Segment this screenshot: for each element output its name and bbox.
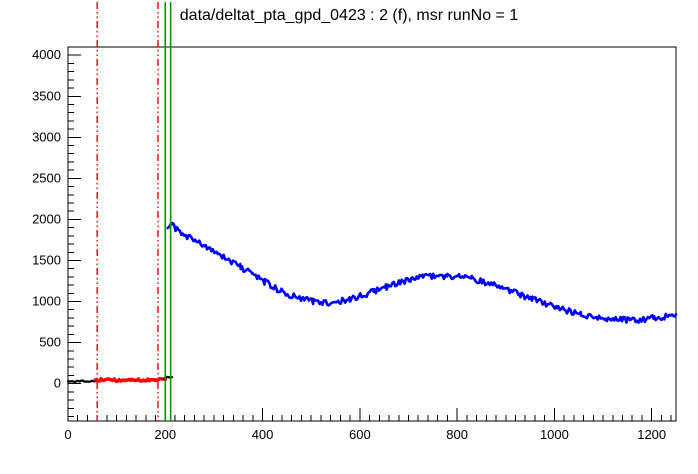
x-tick-label: 800 — [446, 427, 468, 442]
y-tick-label: 2000 — [32, 211, 61, 226]
y-tick-label: 3500 — [32, 88, 61, 103]
x-tick-label: 0 — [64, 427, 71, 442]
x-tick-label: 1200 — [637, 427, 666, 442]
y-tick-label: 1500 — [32, 252, 61, 267]
y-tick-label: 4000 — [32, 47, 61, 62]
y-axis: 0 500 1000 1500 2000 2500 3000 3500 4000 — [32, 46, 81, 417]
x-tick-label: 600 — [349, 427, 371, 442]
x-tick-label: 400 — [252, 427, 274, 442]
y-tick-label: 0 — [54, 376, 61, 391]
series-pre-background-black-segment — [66, 379, 100, 383]
chart-title: data/deltat_pta_gpd_0423 : 2 (f), msr ru… — [180, 7, 519, 24]
series-background-range-red-segment — [93, 376, 168, 384]
y-tick-label: 500 — [39, 335, 61, 350]
plot-frame — [67, 46, 677, 422]
series-muon-histogram-blue — [166, 221, 678, 325]
x-axis: 0 200 400 600 800 1000 1200 — [64, 408, 672, 442]
x-tick-label: 200 — [154, 427, 176, 442]
y-tick-label: 1000 — [32, 294, 61, 309]
y-tick-label: 3000 — [32, 129, 61, 144]
y-tick-label: 2500 — [32, 170, 61, 185]
x-tick-label: 1000 — [540, 427, 569, 442]
